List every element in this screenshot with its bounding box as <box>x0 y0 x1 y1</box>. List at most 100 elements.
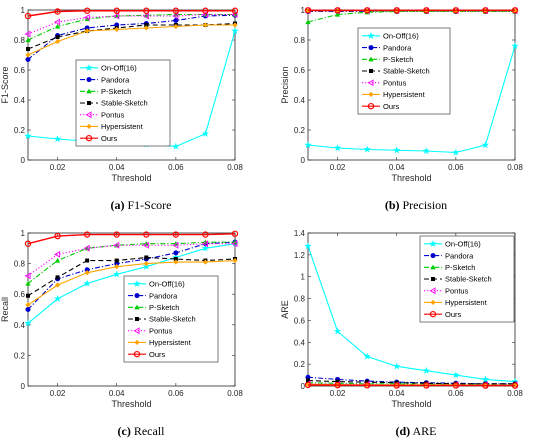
legend-marker <box>367 79 374 87</box>
series-Ours <box>24 7 239 20</box>
data-point <box>24 132 32 140</box>
x-tick-label: 0.02 <box>330 163 346 172</box>
x-tick-label: 0.06 <box>448 163 464 172</box>
legend-label: Ours <box>101 134 118 143</box>
data-point <box>54 8 61 15</box>
series-line <box>27 259 236 306</box>
data-point <box>83 279 91 287</box>
legend-label: Hypersistent <box>383 90 426 99</box>
legend-marker <box>134 304 140 310</box>
y-tick-label: 0.8 <box>14 260 26 269</box>
data-point <box>482 7 489 14</box>
legend-marker <box>133 327 140 335</box>
panel-2: 0 0.2 0.4 0.6 0.8 1 0.02 0.04 0.06 0.08 Threshold R… <box>0 229 243 438</box>
legend-marker <box>429 287 436 295</box>
data-point <box>25 57 31 63</box>
y-tick-label: 1 <box>301 6 306 15</box>
series-On-Off(16) <box>304 242 519 385</box>
legend-label: P-Sketch <box>383 55 413 64</box>
x-tick-label: 0.06 <box>448 389 464 398</box>
data-point <box>84 28 90 34</box>
x-tick-label: 0.04 <box>109 163 125 172</box>
y-tick-label: 0.6 <box>294 316 306 325</box>
y-tick-label: 0.2 <box>14 126 26 135</box>
series-Ours <box>304 381 519 389</box>
series-line <box>27 13 235 35</box>
series-Pontus <box>24 11 238 38</box>
legend-marker <box>85 111 92 119</box>
data-point <box>232 257 238 264</box>
legend-marker <box>369 69 373 73</box>
series-line <box>27 22 236 50</box>
data-point <box>173 23 179 30</box>
y-tick-label: 0.6 <box>294 66 306 75</box>
data-point <box>53 294 62 302</box>
data-point <box>363 7 371 14</box>
data-point <box>113 270 121 278</box>
data-point <box>24 12 32 20</box>
legend-label: Pandora <box>445 251 474 260</box>
data-point <box>422 366 430 374</box>
panel-caption: (a) F1-Score <box>111 198 172 212</box>
data-point <box>114 258 119 263</box>
data-point <box>511 42 519 50</box>
data-point <box>142 241 149 249</box>
x-tick-label: 0.08 <box>507 163 523 172</box>
x-tick-label: 0.02 <box>330 389 346 398</box>
x-tick-label: 0.02 <box>50 163 66 172</box>
legend-marker <box>430 253 436 259</box>
data-point <box>143 7 150 14</box>
legend: On-Off(16) Pandora P-Sketch Stable-Sketch Po… <box>419 235 515 323</box>
y-tick-label: 0 <box>21 382 26 391</box>
legend-marker <box>85 64 93 71</box>
data-point <box>54 23 61 29</box>
series-line <box>307 45 516 154</box>
y-tick-label: 0.8 <box>294 295 306 304</box>
data-point <box>54 251 61 258</box>
legend-marker <box>135 317 139 321</box>
x-tick-label: 0.04 <box>389 389 405 398</box>
panel-caption: (c) Recall <box>118 424 166 438</box>
data-point <box>142 262 150 270</box>
series-line <box>27 243 235 277</box>
data-point <box>393 382 400 389</box>
x-tick-label: 0.02 <box>50 389 66 398</box>
data-point <box>24 30 31 38</box>
legend: On-Off(16) Pandora P-Sketch Stable-Sketch Po… <box>75 59 171 147</box>
y-tick-label: 1.4 <box>294 229 306 238</box>
data-point <box>304 141 312 149</box>
caption-letter: (b) <box>385 198 400 212</box>
legend-marker <box>368 91 374 98</box>
y-tick-label: 0 <box>301 382 306 391</box>
series-line <box>27 24 235 56</box>
legend-marker <box>429 310 437 318</box>
legend-label: Ours <box>445 310 462 319</box>
x-axis-label: Threshold <box>391 399 431 409</box>
data-point <box>172 231 180 238</box>
data-point <box>334 11 341 17</box>
data-point <box>54 257 61 263</box>
data-point <box>422 147 430 155</box>
data-point <box>201 244 210 252</box>
data-point <box>363 382 371 389</box>
data-point <box>201 240 208 248</box>
y-tick-label: 1 <box>21 6 26 15</box>
legend-label: On-Off(16) <box>383 32 419 41</box>
caption-text: ARE <box>410 424 436 438</box>
y-tick-label: 0 <box>21 156 26 165</box>
data-point <box>304 7 312 14</box>
legend-label: Stable-Sketch <box>445 275 492 284</box>
data-point <box>143 25 149 31</box>
series-line <box>307 382 516 386</box>
data-point <box>305 19 311 25</box>
legend-label: Ours <box>383 102 400 111</box>
data-point <box>333 144 342 152</box>
data-point <box>481 141 490 149</box>
data-point <box>363 352 371 360</box>
x-tick-label: 0.04 <box>389 163 405 172</box>
data-point <box>173 259 179 265</box>
legend-label: Hypersistent <box>445 298 488 307</box>
x-tick-label: 0.06 <box>168 389 184 398</box>
caption-text: Recall <box>131 424 165 438</box>
caption-text: Precision <box>400 198 448 212</box>
